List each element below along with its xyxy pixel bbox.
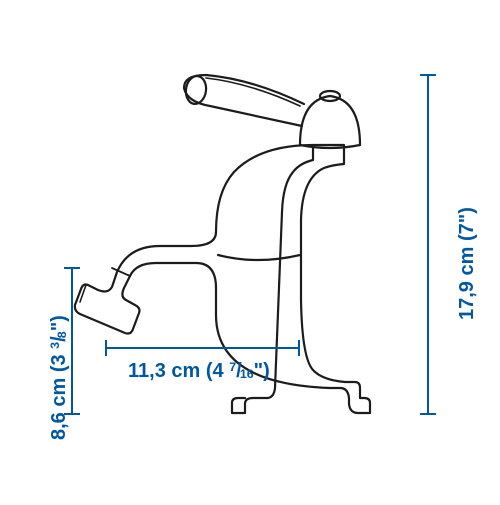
label-spout-height: 8,6 cm (3 3/8") bbox=[48, 315, 71, 440]
label-reach-cm: 11,3 cm bbox=[128, 360, 200, 382]
label-height-cm: 17,9 cm bbox=[456, 247, 478, 320]
diagram-svg bbox=[0, 0, 500, 500]
label-spout-reach: 11,3 cm (4 7/16") bbox=[128, 360, 270, 383]
label-sh-cm: 8,6 cm bbox=[48, 378, 70, 440]
label-height-total: 17,9 cm (7") bbox=[456, 207, 479, 320]
diagram-canvas: 17,9 cm (7") 11,3 cm (4 7/16") 8,6 cm (3… bbox=[0, 0, 500, 500]
